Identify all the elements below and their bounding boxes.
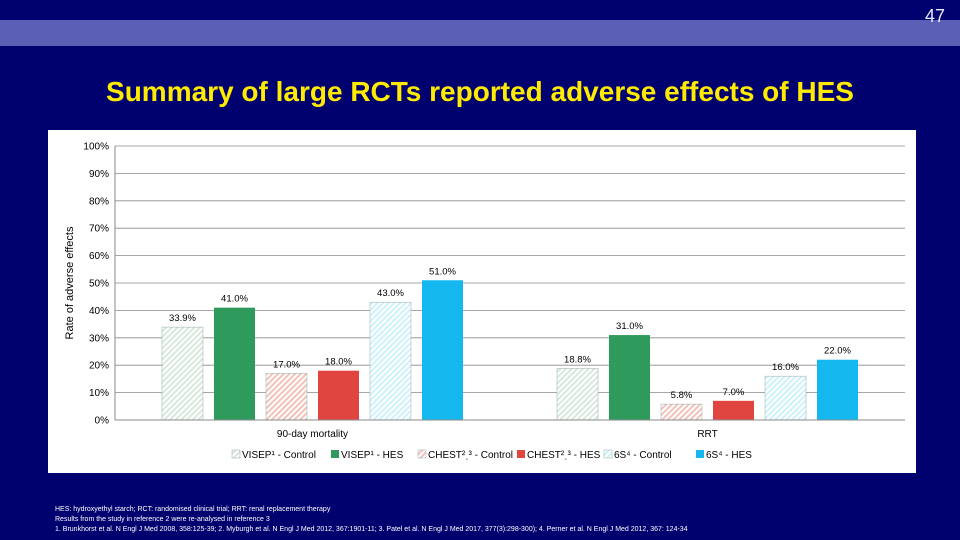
data-label: 33.9% — [169, 313, 196, 324]
y-tick-label: 50% — [89, 279, 109, 290]
bar-5-2 — [764, 375, 807, 421]
data-label: 43.0% — [377, 288, 404, 299]
bar-4-2 — [713, 400, 754, 420]
y-tick-label: 30% — [89, 333, 109, 344]
bar-4-1 — [318, 370, 359, 420]
y-tick-label: 60% — [89, 251, 109, 262]
data-label: 16.0% — [772, 362, 799, 373]
legend-label: VISEP¹ - Control — [242, 450, 316, 461]
data-label: 51.0% — [429, 266, 456, 277]
header-band — [0, 20, 960, 46]
y-tick-label: 10% — [89, 388, 109, 399]
data-label: 22.0% — [824, 346, 851, 357]
legend-swatch — [231, 449, 241, 459]
bar-1-2 — [556, 368, 599, 421]
data-label: 31.0% — [616, 321, 643, 332]
bar-5-1 — [369, 301, 412, 421]
x-tick-label: 90-day mortality — [277, 429, 348, 440]
legend-swatch — [696, 450, 704, 458]
legend-label: CHEST²ˌ³ - Control — [428, 450, 513, 461]
x-tick-label: RRT — [697, 429, 717, 440]
data-label: 5.8% — [671, 390, 693, 401]
legend-swatch — [417, 449, 427, 459]
y-tick-label: 100% — [83, 142, 109, 153]
bar-6-2 — [817, 359, 858, 420]
chart-area — [48, 130, 916, 473]
y-tick-label: 70% — [89, 224, 109, 235]
y-tick-label: 20% — [89, 361, 109, 372]
data-label: 18.8% — [564, 354, 591, 365]
page-number: 47 — [924, 6, 945, 26]
legend-swatch — [603, 449, 613, 459]
footnotes: HES: hydroxyethyl starch; RCT: randomise… — [55, 505, 688, 535]
legend-label: 6S⁴ - Control — [614, 450, 672, 461]
slide-title: Summary of large RCTs reported adverse e… — [106, 76, 854, 107]
bar-2-1 — [214, 307, 255, 420]
data-label: 17.0% — [273, 359, 300, 370]
bar-3-1 — [265, 373, 308, 421]
legend-swatch — [331, 450, 339, 458]
data-label: 41.0% — [221, 294, 248, 305]
bar-3-2 — [660, 403, 703, 421]
data-label: 7.0% — [723, 387, 745, 398]
legend-label: VISEP¹ - HES — [341, 450, 404, 461]
legend-swatch — [517, 450, 525, 458]
y-tick-label: 40% — [89, 306, 109, 317]
y-tick-label: 90% — [89, 169, 109, 180]
data-label: 18.0% — [325, 357, 352, 368]
footnote-abbreviations: HES: hydroxyethyl starch; RCT: randomise… — [55, 506, 331, 513]
bar-6-1 — [422, 280, 463, 420]
legend-label: CHEST²ˌ³ - HES — [527, 450, 601, 461]
y-axis-label: Rate of adverse effects — [64, 226, 76, 339]
y-tick-label: 80% — [89, 196, 109, 207]
bar-1-1 — [161, 326, 204, 421]
footnote-reanalysis: Results from the study in reference 2 we… — [55, 516, 270, 523]
footnote-references: 1. Brunkhorst et al. N Engl J Med 2008, … — [55, 526, 688, 533]
legend-label: 6S⁴ - HES — [706, 450, 752, 461]
bar-2-2 — [609, 335, 650, 420]
y-tick-label: 0% — [95, 416, 110, 427]
